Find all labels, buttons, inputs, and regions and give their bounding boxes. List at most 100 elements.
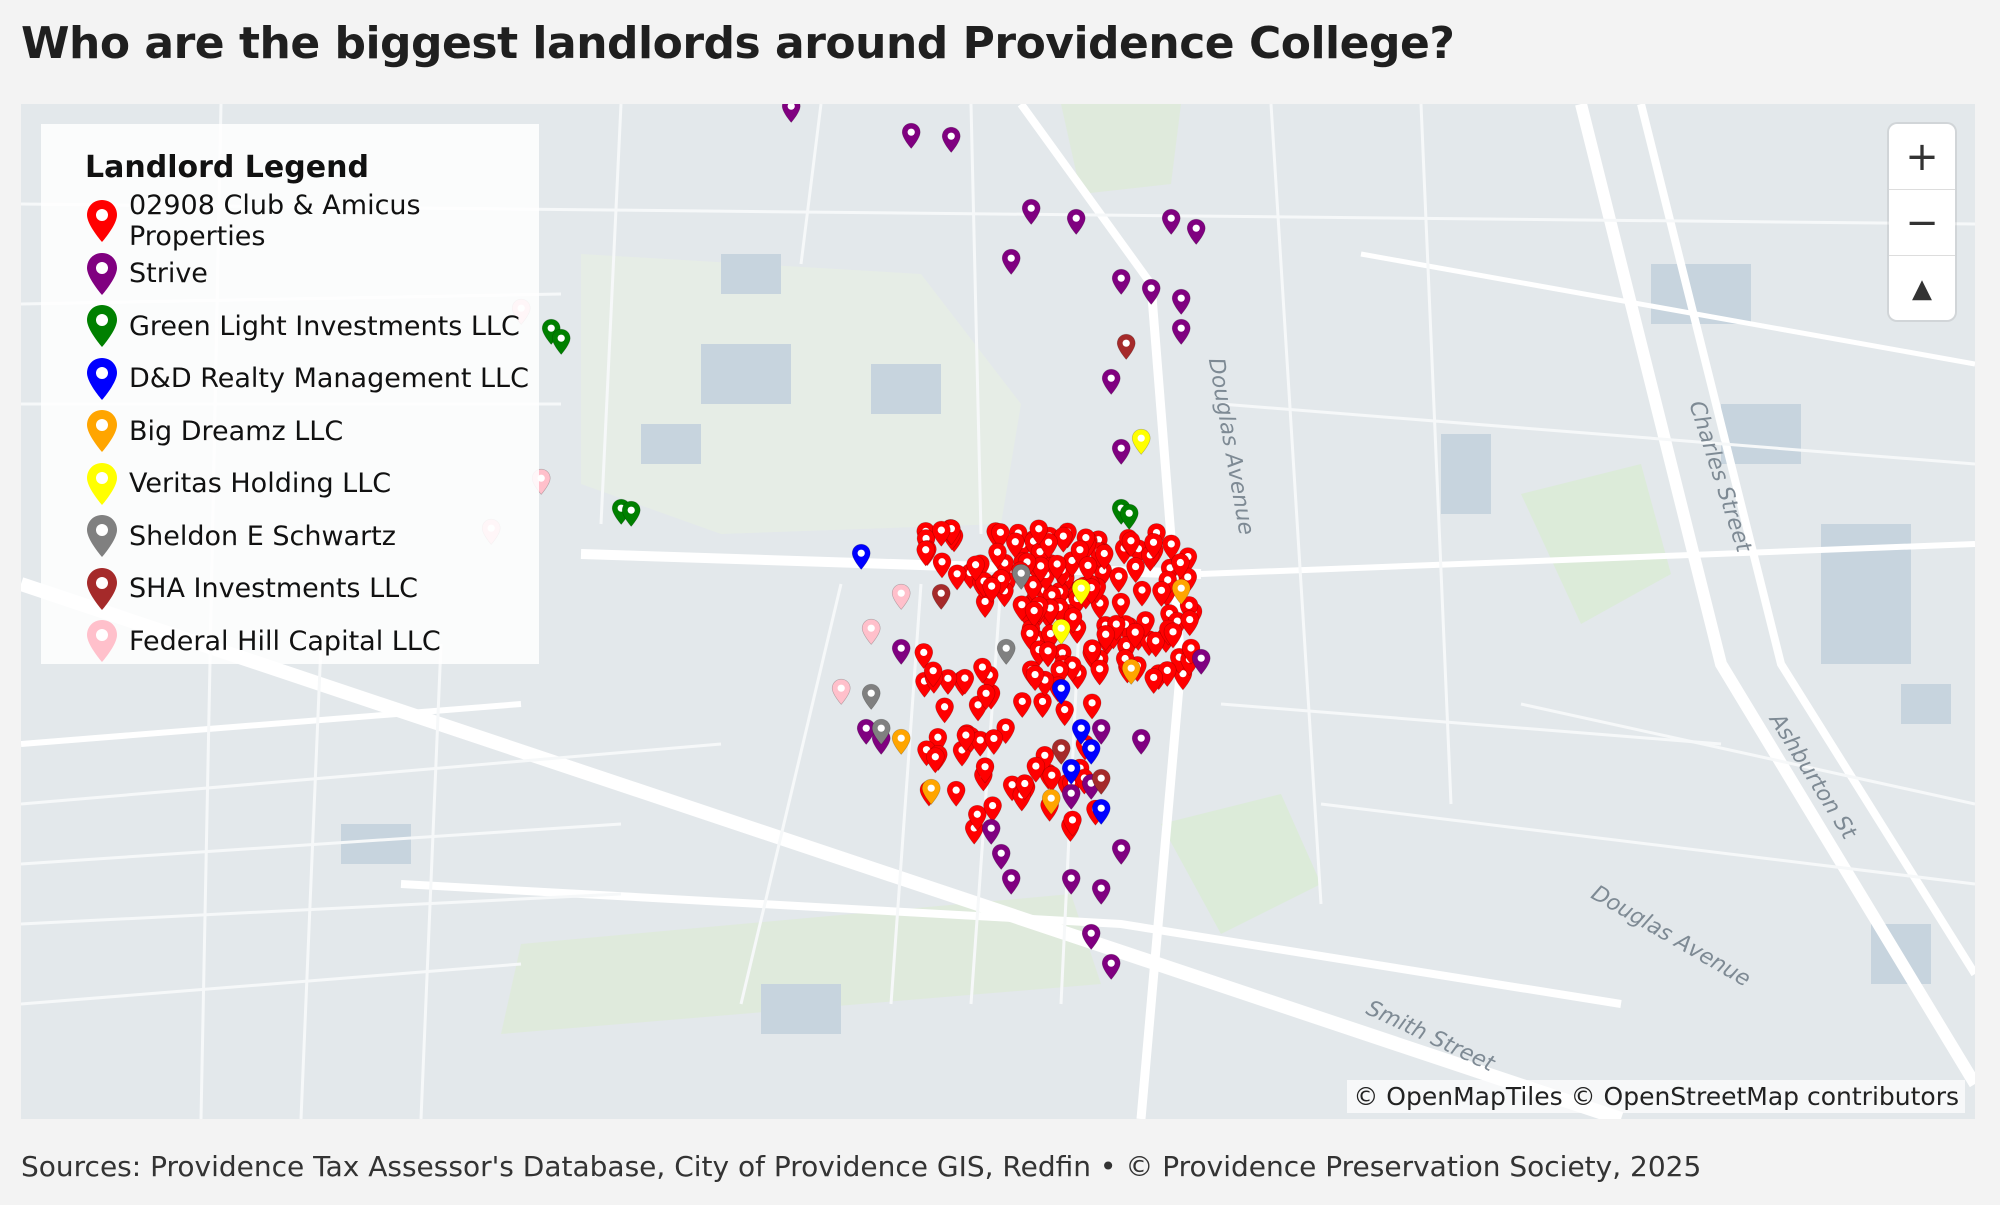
property-marker[interactable] bbox=[856, 718, 876, 745]
property-marker[interactable] bbox=[976, 684, 996, 710]
property-marker[interactable] bbox=[1051, 678, 1071, 705]
property-marker[interactable] bbox=[1132, 580, 1152, 607]
property-marker[interactable] bbox=[923, 661, 943, 688]
property-marker[interactable] bbox=[1066, 208, 1086, 235]
property-marker[interactable] bbox=[1125, 622, 1145, 649]
property-marker[interactable] bbox=[1081, 923, 1101, 950]
property-marker[interactable] bbox=[1144, 532, 1163, 559]
property-marker[interactable] bbox=[1091, 798, 1111, 825]
property-marker[interactable] bbox=[1001, 248, 1021, 275]
property-marker[interactable] bbox=[1021, 198, 1041, 225]
property-marker[interactable] bbox=[1055, 700, 1074, 727]
property-marker[interactable] bbox=[956, 725, 976, 752]
property-marker[interactable] bbox=[1071, 718, 1091, 745]
property-marker[interactable] bbox=[1091, 878, 1111, 905]
property-marker[interactable] bbox=[1015, 774, 1035, 801]
property-marker[interactable] bbox=[1121, 658, 1141, 685]
property-marker[interactable] bbox=[1038, 641, 1058, 668]
property-marker[interactable] bbox=[1096, 624, 1115, 651]
property-marker[interactable] bbox=[1061, 783, 1081, 810]
property-marker[interactable] bbox=[984, 729, 1004, 756]
property-marker[interactable] bbox=[891, 728, 911, 755]
property-marker[interactable] bbox=[1171, 578, 1191, 605]
property-marker[interactable] bbox=[1131, 728, 1151, 755]
property-marker[interactable] bbox=[1001, 868, 1021, 895]
property-marker[interactable] bbox=[973, 657, 992, 684]
property-marker[interactable] bbox=[931, 583, 951, 610]
property-marker[interactable] bbox=[1163, 622, 1183, 649]
compass-reset-button[interactable]: ▲ bbox=[1912, 273, 1932, 304]
property-marker[interactable] bbox=[1029, 519, 1049, 546]
property-marker[interactable] bbox=[946, 780, 966, 807]
property-marker[interactable] bbox=[1152, 581, 1171, 607]
property-marker[interactable] bbox=[891, 583, 911, 610]
property-marker[interactable] bbox=[901, 122, 921, 149]
property-marker[interactable] bbox=[1157, 661, 1177, 688]
property-marker[interactable] bbox=[921, 778, 941, 805]
property-marker[interactable] bbox=[1025, 665, 1045, 692]
property-marker[interactable] bbox=[1119, 503, 1139, 530]
property-marker[interactable] bbox=[1061, 758, 1081, 785]
property-marker[interactable] bbox=[861, 683, 881, 710]
property-marker[interactable] bbox=[831, 678, 851, 705]
property-marker[interactable] bbox=[1111, 438, 1131, 465]
property-marker[interactable] bbox=[1161, 208, 1181, 235]
property-marker[interactable] bbox=[1180, 610, 1199, 637]
property-marker[interactable] bbox=[621, 500, 641, 527]
map-view[interactable]: Douglas Avenue Charles Street Ashburton … bbox=[21, 104, 1975, 1119]
property-marker[interactable] bbox=[1111, 838, 1131, 865]
property-marker[interactable] bbox=[983, 796, 1002, 823]
property-marker[interactable] bbox=[982, 576, 1001, 603]
property-marker[interactable] bbox=[1090, 659, 1109, 686]
property-marker[interactable] bbox=[926, 747, 945, 774]
property-marker[interactable] bbox=[1109, 566, 1128, 593]
property-marker[interactable] bbox=[1012, 692, 1032, 719]
property-marker[interactable] bbox=[1094, 544, 1114, 571]
property-marker[interactable] bbox=[1062, 655, 1082, 682]
property-marker[interactable] bbox=[1186, 218, 1206, 245]
property-marker[interactable] bbox=[1091, 718, 1111, 745]
property-marker[interactable] bbox=[1111, 268, 1131, 295]
property-marker[interactable] bbox=[991, 843, 1011, 870]
map-markers[interactable] bbox=[21, 104, 1975, 1119]
property-marker[interactable] bbox=[966, 555, 985, 582]
property-marker[interactable] bbox=[975, 757, 995, 784]
property-marker[interactable] bbox=[932, 520, 951, 547]
property-marker[interactable] bbox=[1101, 368, 1121, 395]
property-marker[interactable] bbox=[1111, 592, 1131, 619]
property-marker[interactable] bbox=[1091, 768, 1111, 795]
property-marker[interactable] bbox=[947, 564, 967, 591]
property-marker[interactable] bbox=[871, 718, 891, 745]
zoom-in-button[interactable]: + bbox=[1889, 124, 1955, 190]
property-marker[interactable] bbox=[1082, 693, 1102, 720]
property-marker[interactable] bbox=[1116, 333, 1136, 360]
property-marker[interactable] bbox=[941, 126, 961, 153]
property-marker[interactable] bbox=[996, 638, 1016, 665]
property-marker[interactable] bbox=[967, 804, 987, 831]
property-marker[interactable] bbox=[1005, 532, 1025, 559]
property-marker[interactable] bbox=[932, 552, 952, 579]
property-marker[interactable] bbox=[1011, 563, 1031, 590]
property-marker[interactable] bbox=[1144, 668, 1163, 695]
property-marker[interactable] bbox=[1171, 553, 1190, 580]
property-marker[interactable] bbox=[1042, 765, 1062, 792]
property-marker[interactable] bbox=[1126, 557, 1145, 584]
property-marker[interactable] bbox=[1061, 868, 1081, 895]
property-marker[interactable] bbox=[1101, 953, 1121, 980]
property-marker[interactable] bbox=[1171, 318, 1191, 345]
property-marker[interactable] bbox=[1051, 738, 1071, 765]
property-marker[interactable] bbox=[955, 668, 975, 695]
property-marker[interactable] bbox=[1191, 648, 1211, 675]
property-marker[interactable] bbox=[1026, 756, 1046, 783]
zoom-out-button[interactable]: − bbox=[1889, 190, 1955, 256]
property-marker[interactable] bbox=[851, 543, 871, 570]
property-marker[interactable] bbox=[1071, 578, 1091, 605]
property-marker[interactable] bbox=[1121, 531, 1141, 558]
property-marker[interactable] bbox=[891, 638, 911, 665]
property-marker[interactable] bbox=[988, 542, 1007, 569]
property-marker[interactable] bbox=[914, 643, 934, 670]
property-marker[interactable] bbox=[935, 697, 954, 724]
property-marker[interactable] bbox=[1171, 288, 1191, 315]
property-marker[interactable] bbox=[781, 104, 801, 123]
property-marker[interactable] bbox=[1161, 534, 1181, 561]
